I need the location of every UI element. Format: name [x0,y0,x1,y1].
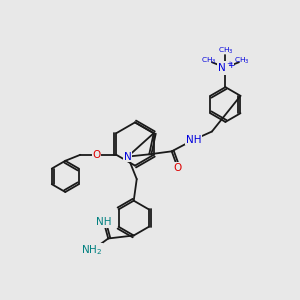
Text: NH: NH [186,135,201,145]
Text: N: N [124,152,132,162]
Text: O: O [174,163,182,173]
Text: +: + [227,61,235,70]
Text: O: O [93,150,101,160]
Text: NH: NH [96,217,112,227]
Text: N$^+$: N$^+$ [217,61,234,74]
Text: NH$_2$: NH$_2$ [81,244,102,257]
Text: CH$_3$: CH$_3$ [218,46,233,56]
Text: CH$_3$: CH$_3$ [234,56,250,66]
Text: CH$_3$: CH$_3$ [201,56,217,66]
